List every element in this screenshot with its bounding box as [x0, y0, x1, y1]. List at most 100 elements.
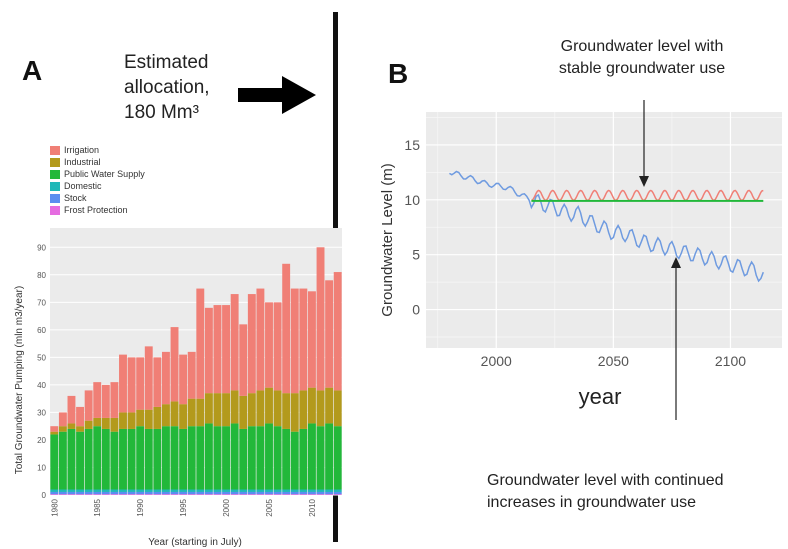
- y-tick-label: 80: [37, 271, 46, 280]
- bar-segment-industrial: [325, 387, 334, 424]
- allocation-annotation: Estimated allocation, 180 Mm³: [124, 50, 210, 125]
- bar-segment-public-water-supply: [213, 426, 222, 490]
- bar-segment-domestic: [67, 489, 76, 492]
- bar-segment-irrigation: [230, 294, 239, 391]
- legend-swatch-domestic: [50, 181, 60, 191]
- bar-segment-irrigation: [136, 357, 145, 410]
- bar-segment-public-water-supply: [204, 423, 213, 490]
- legend-item-industrial: Industrial: [50, 156, 145, 168]
- bar-segment-stock: [119, 491, 127, 495]
- bar-segment-industrial: [273, 390, 282, 427]
- bar-segment-frost-protection: [136, 494, 145, 495]
- x-axis-label: year: [579, 384, 622, 409]
- bar-segment-industrial: [213, 393, 222, 427]
- bar-segment-stock: [273, 491, 282, 495]
- bar-segment-frost-protection: [273, 494, 282, 495]
- bar-segment-public-water-supply: [290, 431, 299, 490]
- bar-segment-irrigation: [58, 412, 67, 427]
- bar-segment-stock: [290, 491, 299, 495]
- bar-segment-public-water-supply: [144, 428, 153, 490]
- bar-segment-industrial: [110, 417, 119, 432]
- bar-segment-domestic: [153, 489, 162, 492]
- bar-segment-stock: [67, 491, 76, 495]
- bar-segment-industrial: [316, 390, 325, 427]
- bar-segment-domestic: [333, 489, 342, 492]
- bar-segment-stock: [187, 491, 196, 495]
- bar-segment-domestic: [136, 489, 145, 492]
- bar-segment-frost-protection: [161, 494, 170, 495]
- bar-segment-frost-protection: [307, 494, 316, 495]
- bar-segment-irrigation: [290, 288, 299, 394]
- legend-item-stock: Stock: [50, 192, 145, 204]
- bar-segment-industrial: [93, 417, 102, 427]
- bar-segment-irrigation: [213, 305, 222, 394]
- bar-segment-stock: [179, 491, 188, 495]
- legend-swatch-irrigation: [50, 145, 60, 155]
- x-axis-label: Year (starting in July): [148, 537, 242, 548]
- bar-segment-irrigation: [247, 294, 256, 394]
- bar-segment-irrigation: [282, 263, 291, 394]
- bar-segment-irrigation: [67, 395, 76, 424]
- bar-segment-irrigation: [316, 247, 325, 391]
- arrow-head-down-icon: [639, 176, 649, 187]
- bar-segment-irrigation: [179, 354, 188, 405]
- bar-segment-frost-protection: [282, 494, 291, 495]
- legend-swatch-industrial: [50, 157, 60, 167]
- legend-label-stock: Stock: [64, 193, 87, 203]
- bar-segment-frost-protection: [239, 494, 248, 495]
- annotation-stable-use: Groundwater level with stable groundwate…: [527, 36, 757, 80]
- legend-label-frost-protection: Frost Protection: [64, 205, 128, 215]
- bar-segment-irrigation: [93, 382, 102, 418]
- bar-segment-industrial: [290, 393, 299, 432]
- bar-segment-stock: [170, 491, 179, 495]
- bar-segment-public-water-supply: [179, 428, 188, 490]
- bar-segment-stock: [136, 491, 145, 495]
- allocation-line-2: allocation,: [124, 77, 210, 98]
- bar-segment-industrial: [161, 404, 170, 427]
- bar-segment-public-water-supply: [84, 428, 93, 490]
- bar-segment-industrial: [179, 404, 188, 429]
- bar-segment-public-water-supply: [187, 426, 196, 490]
- gridlines: [426, 112, 782, 348]
- bar-segment-frost-protection: [170, 494, 179, 495]
- bar-segment-irrigation: [307, 291, 316, 388]
- bar-segment-frost-protection: [93, 494, 102, 495]
- legend-item-domestic: Domestic: [50, 180, 145, 192]
- bar-segment-industrial: [136, 409, 145, 427]
- bar-segment-stock: [265, 491, 273, 495]
- bar-segment-industrial: [144, 409, 153, 429]
- bar-segment-domestic: [119, 489, 127, 492]
- legend: Irrigation Industrial Public Water Suppl…: [50, 144, 145, 216]
- bar-segment-domestic: [50, 489, 59, 492]
- bar-segment-domestic: [265, 489, 273, 492]
- bar-segment-public-water-supply: [239, 428, 248, 490]
- bar-segment-stock: [256, 491, 265, 495]
- bar-segment-stock: [247, 491, 256, 495]
- bar-segment-public-water-supply: [196, 426, 205, 490]
- x-tick-label: 1985: [93, 498, 102, 516]
- bar-segment-frost-protection: [187, 494, 196, 495]
- y-tick-label: 10: [37, 463, 46, 472]
- bar-segment-domestic: [290, 489, 299, 492]
- stacked-bar-chart: 0 10 20 30 40 50 60 70 80 90 1980 1985 1990 1995 2000…: [14, 228, 342, 548]
- bar-segment-public-water-supply: [170, 426, 179, 490]
- bar-segment-industrial: [76, 426, 85, 432]
- bar-segment-public-water-supply: [110, 431, 119, 490]
- bar-segment-frost-protection: [299, 494, 308, 495]
- bar-segment-domestic: [101, 489, 110, 492]
- bar-segment-public-water-supply: [222, 426, 231, 490]
- bar-segment-irrigation: [84, 390, 93, 421]
- bar-segment-domestic: [196, 489, 205, 492]
- bar-segment-industrial: [333, 390, 342, 427]
- bar-segment-stock: [325, 491, 334, 495]
- bar-segment-stock: [239, 491, 248, 495]
- legend-label-irrigation: Irrigation: [64, 145, 100, 155]
- bar-segment-domestic: [204, 489, 213, 492]
- bar-segment-frost-protection: [67, 494, 76, 495]
- bar-segment-irrigation: [127, 357, 136, 413]
- y-tick-label: 10: [404, 192, 420, 208]
- bar-segment-irrigation: [222, 305, 231, 394]
- bar-segment-frost-protection: [290, 494, 299, 495]
- legend-label-public-water-supply: Public Water Supply: [64, 169, 145, 179]
- bar-segment-public-water-supply: [93, 426, 102, 490]
